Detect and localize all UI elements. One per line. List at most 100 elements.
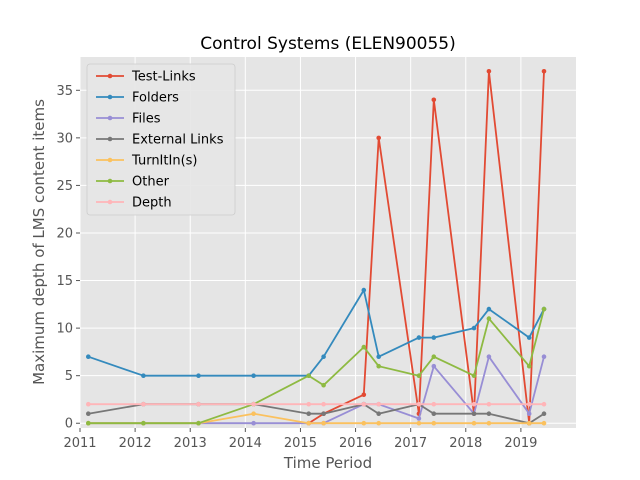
data-point-other xyxy=(526,363,532,369)
data-point-other xyxy=(486,316,492,321)
y-tick-label: 35 xyxy=(56,84,73,99)
series-line-folders xyxy=(88,289,545,377)
data-point-test-links xyxy=(486,69,492,74)
data-point-turnitin-s xyxy=(361,420,367,426)
data-point-external-links xyxy=(541,411,547,417)
data-point-depth xyxy=(86,401,91,407)
data-point-external-links xyxy=(486,411,492,417)
legend-marker xyxy=(107,115,113,121)
data-point-depth xyxy=(376,401,382,407)
y-tick-label: 20 xyxy=(56,226,73,241)
legend-entry: External Links xyxy=(132,133,224,148)
data-point-turnitin-s xyxy=(471,420,477,426)
legend-marker xyxy=(107,199,113,205)
x-tick-label: 2014 xyxy=(229,436,262,451)
data-point-folders xyxy=(486,306,492,312)
legend-entry: Folders xyxy=(132,91,179,106)
data-point-depth xyxy=(431,401,437,407)
data-point-turnitin-s xyxy=(486,420,492,426)
data-point-files xyxy=(416,416,422,421)
legend-marker xyxy=(107,73,113,79)
data-point-folders xyxy=(416,335,422,340)
data-point-turnitin-s xyxy=(251,411,256,417)
y-tick-label: 25 xyxy=(56,179,73,194)
legend-entry: TurnItIn(s) xyxy=(131,154,197,169)
data-point-depth xyxy=(526,401,532,407)
data-point-depth xyxy=(306,401,312,407)
data-point-folders xyxy=(321,354,326,360)
data-point-test-links xyxy=(361,392,367,398)
x-tick-label: 2013 xyxy=(174,436,207,451)
data-point-turnitin-s xyxy=(376,420,382,426)
legend-entry: Depth xyxy=(132,196,172,211)
data-point-files xyxy=(486,354,492,360)
chart-title: Control Systems (ELEN90055) xyxy=(200,34,456,54)
data-point-other xyxy=(196,420,201,426)
tick-labels: 2011 2012 2013 2014 2015 2016 2017 2018 20190510… xyxy=(56,84,537,451)
data-point-external-links xyxy=(86,411,91,417)
y-tick-label: 30 xyxy=(56,131,73,146)
data-point-files xyxy=(541,354,547,360)
x-tick-label: 2012 xyxy=(119,436,152,451)
data-point-turnitin-s xyxy=(306,420,312,426)
x-tick-label: 2018 xyxy=(449,436,482,451)
legend-marker xyxy=(107,136,113,142)
legend-entry: Other xyxy=(132,175,170,190)
legend-marker xyxy=(107,157,113,163)
data-point-depth xyxy=(141,401,146,407)
data-point-other xyxy=(361,344,367,350)
data-point-folders xyxy=(471,325,477,331)
x-tick-label: 2016 xyxy=(339,436,372,451)
series-line-turnitin-s xyxy=(88,412,544,425)
data-point-folders xyxy=(251,373,256,379)
series-line-other xyxy=(88,308,545,425)
data-point-depth xyxy=(471,401,477,407)
y-tick-label: 15 xyxy=(56,274,73,289)
data-point-folders xyxy=(196,373,201,379)
legend-box xyxy=(86,63,236,216)
data-point-other xyxy=(141,420,146,426)
data-point-test-links xyxy=(541,69,547,74)
data-point-folders xyxy=(431,335,437,340)
data-point-other xyxy=(471,373,477,379)
x-tick-label: 2015 xyxy=(284,436,317,451)
y-tick-label: 5 xyxy=(65,369,73,384)
data-point-other xyxy=(416,373,422,379)
y-axis-label: Maximum depth of LMS content items xyxy=(30,99,48,385)
legend-marker xyxy=(107,94,113,100)
y-tick-label: 0 xyxy=(65,417,73,432)
y-tick-label: 10 xyxy=(56,322,73,337)
data-point-external-links xyxy=(321,411,326,417)
data-point-other xyxy=(306,373,312,379)
data-point-depth xyxy=(541,401,547,407)
data-point-depth xyxy=(486,401,492,407)
data-point-turnitin-s xyxy=(526,420,532,426)
legend: Test-Links Folders Files External Links Turn… xyxy=(86,63,236,216)
data-point-external-links xyxy=(431,411,437,417)
data-point-folders xyxy=(376,354,382,360)
data-point-external-links xyxy=(471,411,477,417)
x-axis-label: Time Period xyxy=(283,454,372,472)
data-point-depth xyxy=(416,401,422,407)
data-point-files xyxy=(431,363,437,369)
data-point-depth xyxy=(361,401,367,407)
data-point-test-links xyxy=(431,97,437,103)
data-point-depth xyxy=(251,401,256,407)
data-point-folders xyxy=(86,354,91,360)
legend-entry: Test-Links xyxy=(131,70,196,85)
data-point-turnitin-s xyxy=(321,420,326,426)
data-point-folders xyxy=(141,373,146,379)
data-point-other xyxy=(431,354,437,360)
series-lines xyxy=(86,69,547,426)
data-point-files xyxy=(526,411,532,417)
data-point-other xyxy=(541,306,547,312)
x-tick-label: 2019 xyxy=(504,436,537,451)
data-point-folders xyxy=(361,287,367,293)
data-point-depth xyxy=(321,401,326,407)
data-point-external-links xyxy=(306,411,312,417)
data-point-files xyxy=(251,420,256,426)
legend-entry: Files xyxy=(132,112,161,127)
data-point-depth xyxy=(196,401,201,407)
data-point-turnitin-s xyxy=(431,420,437,426)
